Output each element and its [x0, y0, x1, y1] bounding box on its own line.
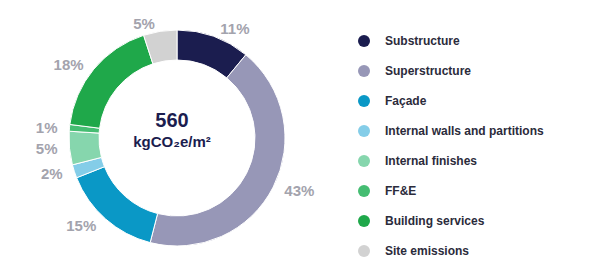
svg-text:1%: 1%: [36, 119, 58, 136]
html-text:FF&E: FF&E: [385, 184, 417, 198]
svg-text:15%: 15%: [66, 217, 96, 234]
svg-text:43%: 43%: [284, 182, 314, 199]
html-text:560: 560: [155, 109, 189, 131]
html-text:Substructure: Substructure: [385, 34, 460, 48]
svg-text:11%: 11%: [220, 20, 249, 37]
html-text:Façade: Façade: [385, 94, 427, 108]
html-text:kgCO₂e/m²: kgCO₂e/m²: [133, 133, 211, 150]
html-text:Building services: Building services: [385, 214, 485, 228]
html-text:Internal walls and partitions: Internal walls and partitions: [385, 124, 544, 138]
svg-text:2%: 2%: [41, 165, 63, 182]
svg-text:5%: 5%: [36, 140, 58, 157]
svg-text:18%: 18%: [54, 56, 84, 73]
html-text:Internal finishes: Internal finishes: [385, 154, 477, 168]
html-text:Site emissions: Site emissions: [385, 244, 469, 258]
html-text:Superstructure: Superstructure: [385, 64, 471, 78]
svg-text:5%: 5%: [133, 15, 155, 32]
